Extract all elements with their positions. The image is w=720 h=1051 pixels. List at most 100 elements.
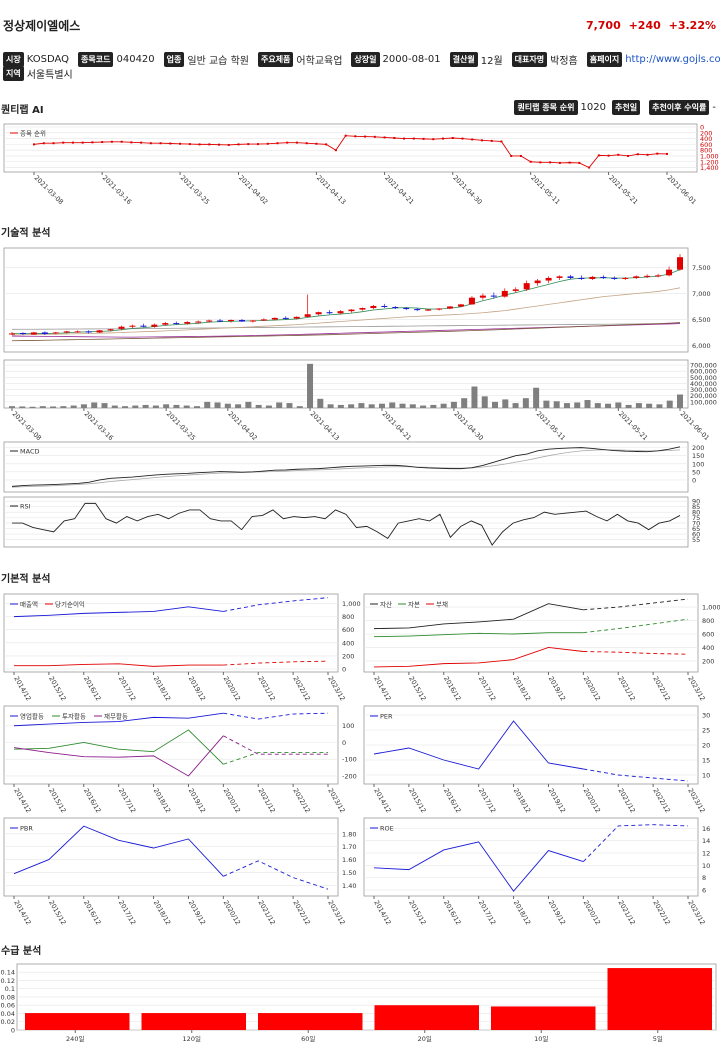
pbr-chart: 1.40 1.50 1.60 1.70 1.80 PBR 2014/12 2015/12 201… [3,817,356,926]
y-tick-label: 200 [692,444,704,452]
x-tick-label: 2021-06-01 [679,410,711,442]
y-tick-label: 200 [342,652,354,660]
candle-body [567,276,574,278]
rank-point [188,143,191,146]
y-tick-label: 800 [342,613,354,621]
price-chart: 6,000 6,500 7,000 7,500 [3,247,711,353]
rank-point [500,140,503,143]
rank-point [33,143,35,146]
supply-bar [607,968,712,1030]
rank-point [480,139,483,142]
y-tick-label: 90 [692,498,700,506]
company-name: 정상제이엘에스 [3,19,81,33]
y-tick-label: 400 [342,639,354,647]
y-tick-label: 6 [702,886,706,894]
volume-bar [461,398,468,408]
supply-bar [141,1013,246,1030]
rank-point [334,149,337,152]
ma60-line [11,322,681,342]
candle-body [85,331,92,333]
rank-point [91,141,94,144]
volume-bar [533,387,540,408]
legend-label: 종목 순위 [20,130,46,138]
volume-bar [317,398,324,408]
volume-bar [553,401,560,408]
candle-body [326,312,333,314]
code-value: 040420 [116,54,155,65]
legend-label: ROE [380,825,394,833]
rank-point [627,154,630,157]
y-tick-label: 0.1 [5,985,15,993]
candle-body [523,283,530,290]
rank-point [315,142,318,145]
y-tick-label: -100 [342,756,357,764]
x-tick-label: 2021-03-08 [11,410,43,442]
x-tick-label: 2020/12 [582,899,602,926]
volume-bar [471,386,478,408]
estimate-line [223,735,328,755]
x-tick-label: 2021-04-13 [309,410,341,442]
candle-body [578,277,585,279]
y-tick-label: 60 [692,531,700,539]
y-tick-label: 600 [342,626,354,634]
candle-body [30,332,37,335]
candle-body [282,317,289,319]
volume-bar [646,403,653,408]
cashflow-chart: -200 -100 0 100 영업활동 투자활동 재무활동 2014/12 2015/12 20… [3,705,357,814]
x-tick-label: 2015/12 [47,675,67,702]
volume-bar [594,403,601,408]
candle-body [644,275,651,277]
rank-point [344,134,347,137]
candle-body [447,306,454,309]
homepage-link[interactable]: http://www.gojls.com [625,54,720,65]
volume-bar [91,402,98,408]
rank-point [412,137,415,140]
candle-body [19,332,26,334]
x-tick-label: 2019/12 [547,675,567,702]
y-tick-label: 700,000 [690,362,717,370]
y-tick-label: 0.12 [1,977,15,985]
y-tick-label: 30 [702,712,710,720]
x-tick-label: 2018/12 [512,899,532,926]
volume-bar [60,406,67,408]
candle-body [52,332,59,334]
actual-line [373,841,584,892]
candle-body [381,305,388,308]
rank-point [539,161,542,164]
supply-bar [374,1005,479,1030]
volume-bar [615,402,622,408]
y-tick-label: 55 [692,536,700,544]
x-tick-label: 2022/12 [291,899,311,926]
x-tick-label: 2017/12 [117,899,137,926]
ma5-line [11,269,681,335]
x-tick-label: 2023/12 [686,787,706,814]
x-tick-label: 240일 [66,1034,84,1043]
product-value: 어학교육업 [296,56,343,67]
ma20-line [11,287,681,336]
candle-body [392,307,399,309]
volume-bar [522,398,529,408]
x-tick-label: 2018/12 [152,899,172,926]
homepage-tag: 홈페이지 [586,52,623,67]
candle-body [436,308,443,310]
x-tick-label: 2021/12 [616,899,636,926]
y-tick-label: 1.60 [342,856,356,864]
rank-point [140,141,143,144]
volume-bar [204,401,211,408]
candle-body [457,304,464,307]
plot-frame [3,705,339,785]
y-tick-label: 50 [692,468,700,476]
candle-body [118,326,125,329]
rank-point [373,135,376,138]
market-value: KOSDAQ [26,54,70,65]
x-tick-label: 2022/12 [291,675,311,702]
volume-bar [163,404,170,408]
candle-body [468,297,475,305]
rank-point [607,154,610,157]
x-tick-label: 2016/12 [82,675,102,702]
rank-point [62,141,65,144]
candle-body [337,311,344,314]
candle-body [633,276,640,278]
rank-point [149,142,152,145]
y-tick-label: 1.50 [342,869,356,877]
